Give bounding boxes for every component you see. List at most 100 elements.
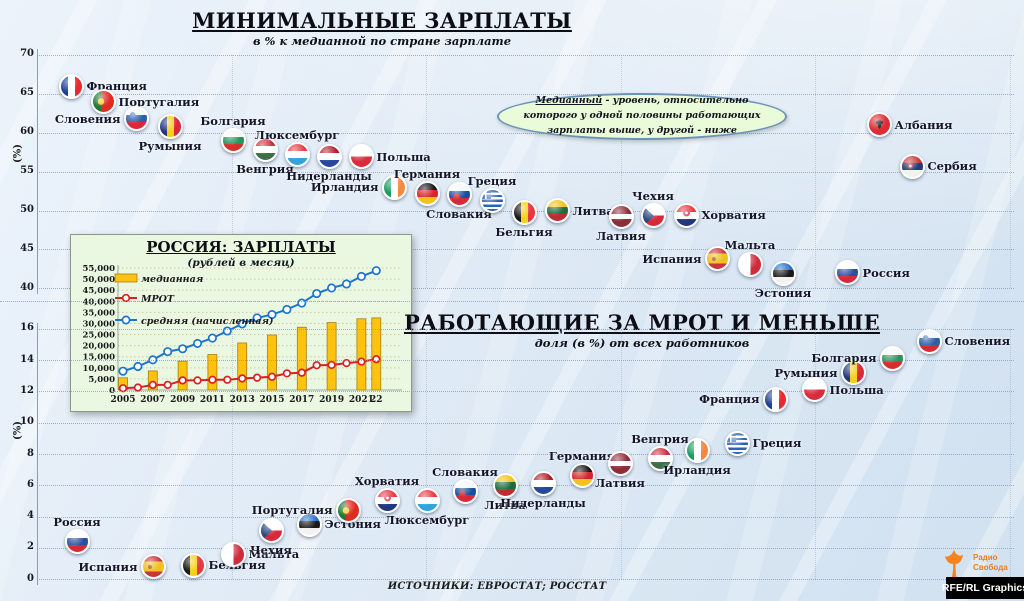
line-marker-2010	[193, 376, 202, 385]
data-point-ro: Румыния	[775, 360, 866, 386]
line-marker-2021	[356, 271, 366, 281]
line-marker-2009	[178, 376, 187, 385]
country-label: Эстония	[754, 286, 812, 301]
flag-marker-sk	[446, 182, 472, 208]
y-tick-label: 4	[27, 510, 34, 522]
data-point-cz: Чехия	[250, 518, 292, 557]
gridline	[37, 547, 1014, 549]
country-label: Сербия	[927, 159, 977, 174]
flag-marker-pl	[801, 377, 827, 403]
inset-y-tick: 55,000	[82, 264, 115, 274]
flag-marker-hr	[374, 488, 400, 514]
flag-marker-ru	[834, 260, 860, 286]
data-point-lv: Латвия	[596, 204, 646, 243]
flag-marker-sk	[452, 479, 478, 505]
inset-x-tick: 2015	[259, 395, 284, 405]
country-label: Венгрия	[631, 432, 689, 447]
data-point-fr: Франция	[58, 73, 147, 99]
line-series	[122, 358, 377, 390]
flag-marker-gr	[479, 187, 505, 213]
line-marker-2008	[163, 380, 172, 390]
line-marker-2019	[327, 360, 336, 370]
country-label: Бельгия	[495, 224, 553, 239]
flag-marker-si	[916, 328, 942, 354]
data-point-pt: Португалия	[252, 497, 361, 523]
y-tick-label: 16	[20, 322, 34, 334]
y-tick-label: 10	[20, 416, 34, 428]
inset-y-tick: 25,000	[82, 331, 115, 341]
flag-marker-de	[569, 463, 595, 489]
flag-marker-lt	[544, 198, 570, 223]
data-point-mt: Мальта	[725, 238, 775, 278]
data-point-be: Бельгия	[495, 199, 553, 239]
y-tick-label: 45	[20, 242, 34, 254]
flag-marker-si	[123, 106, 149, 132]
country-label: Литва	[484, 497, 526, 512]
vertical-gridline	[1010, 328, 1011, 580]
data-point-bg: Болгария	[811, 345, 905, 371]
data-point-ee: Эстония	[296, 511, 381, 537]
median-bar-2015	[267, 334, 277, 391]
flag-marker-ro	[840, 360, 866, 386]
flag-marker-es	[704, 246, 730, 272]
flag-marker-ee	[296, 511, 322, 537]
line-marker-2008	[163, 347, 173, 357]
data-point-ro: Румыния	[139, 113, 201, 153]
country-label: Румыния	[774, 365, 838, 380]
y-tick-label: 50	[20, 204, 34, 215]
country-label: Хорватия	[354, 474, 420, 489]
country-label: Словакия	[432, 465, 498, 480]
country-label: Хорватия	[701, 208, 766, 223]
country-label: Словения	[944, 334, 1011, 349]
country-label: Чехия	[632, 189, 674, 204]
legend-mrot-label: МРОТ	[140, 294, 175, 305]
rferl-logo-text: Радио Свобода	[973, 553, 1008, 574]
country-label: Болгария	[200, 113, 266, 128]
gridline	[37, 54, 1014, 56]
data-point-gr: Греция	[724, 430, 801, 456]
country-label: Эстония	[324, 517, 381, 532]
inset-y-tick: 40,000	[82, 297, 115, 307]
gridline	[37, 422, 1014, 424]
vertical-gridline	[620, 54, 622, 289]
inset-x-tick: 22	[370, 395, 383, 405]
legend-median-swatch	[114, 273, 138, 283]
data-point-si: Словения	[55, 106, 149, 132]
line-marker-2021	[357, 357, 366, 366]
country-label: Нидерланды	[500, 496, 586, 511]
inset-y-tick: 50,000	[82, 275, 115, 285]
median-definition-callout: Медианный - уровень, относительно которо…	[497, 93, 787, 140]
y-tick-label: 8	[27, 447, 34, 459]
gridline	[37, 328, 1014, 330]
country-label: Люксембург	[384, 513, 470, 528]
data-point-rs: Сербия	[899, 153, 977, 179]
line-marker-2006	[133, 361, 143, 372]
line-marker-2013	[237, 319, 247, 329]
country-label: Албания	[894, 117, 953, 132]
flag-marker-nl	[530, 471, 556, 497]
flag-marker-cz	[640, 203, 666, 229]
vertical-gridline	[231, 328, 233, 580]
line-marker-2013	[238, 374, 247, 383]
y-tick-label: 55	[20, 165, 34, 177]
vertical-gridline	[426, 328, 428, 580]
line-marker-2007	[148, 380, 157, 390]
flag-marker-gr	[724, 430, 750, 456]
data-point-ru: Россия	[834, 260, 910, 286]
inset-title: РОССИЯ: ЗАРПЛАТЫ	[146, 238, 336, 256]
bottom-chart-title: РАБОТАЮЩИЕ ЗА МРОТ И МЕНЬШЕ	[403, 310, 881, 335]
median-bar-2011	[207, 354, 218, 391]
flag-marker-lt	[492, 472, 518, 498]
flag-marker-lu	[414, 488, 440, 514]
country-label: Польша	[829, 382, 884, 397]
country-label: Германия	[393, 166, 461, 181]
data-point-hu: Венгрия	[631, 432, 689, 472]
vertical-gridline	[815, 54, 817, 289]
data-point-lt: Литва	[544, 198, 614, 223]
flag-marker-ee	[770, 261, 796, 287]
bottom-chart-subtitle: доля (в %) от всех работников	[534, 336, 750, 350]
vertical-gridline	[426, 54, 428, 289]
line-marker-2017	[297, 368, 306, 377]
